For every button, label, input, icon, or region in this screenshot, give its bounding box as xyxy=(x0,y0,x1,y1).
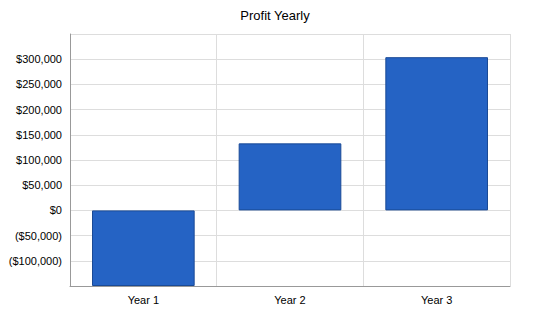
svg-text:$0: $0 xyxy=(50,204,62,216)
svg-text:Year 2: Year 2 xyxy=(274,294,305,306)
svg-text:$150,000: $150,000 xyxy=(16,129,62,141)
svg-text:$50,000: $50,000 xyxy=(22,179,62,191)
svg-text:Year 3: Year 3 xyxy=(421,294,452,306)
svg-text:($100,000): ($100,000) xyxy=(9,255,62,267)
svg-text:($50,000): ($50,000) xyxy=(15,230,62,242)
svg-text:$100,000: $100,000 xyxy=(16,154,62,166)
svg-text:Profit Yearly: Profit Yearly xyxy=(240,8,310,23)
svg-text:$300,000: $300,000 xyxy=(16,53,62,65)
svg-text:Year 1: Year 1 xyxy=(128,294,159,306)
svg-text:$200,000: $200,000 xyxy=(16,104,62,116)
svg-text:$250,000: $250,000 xyxy=(16,78,62,90)
